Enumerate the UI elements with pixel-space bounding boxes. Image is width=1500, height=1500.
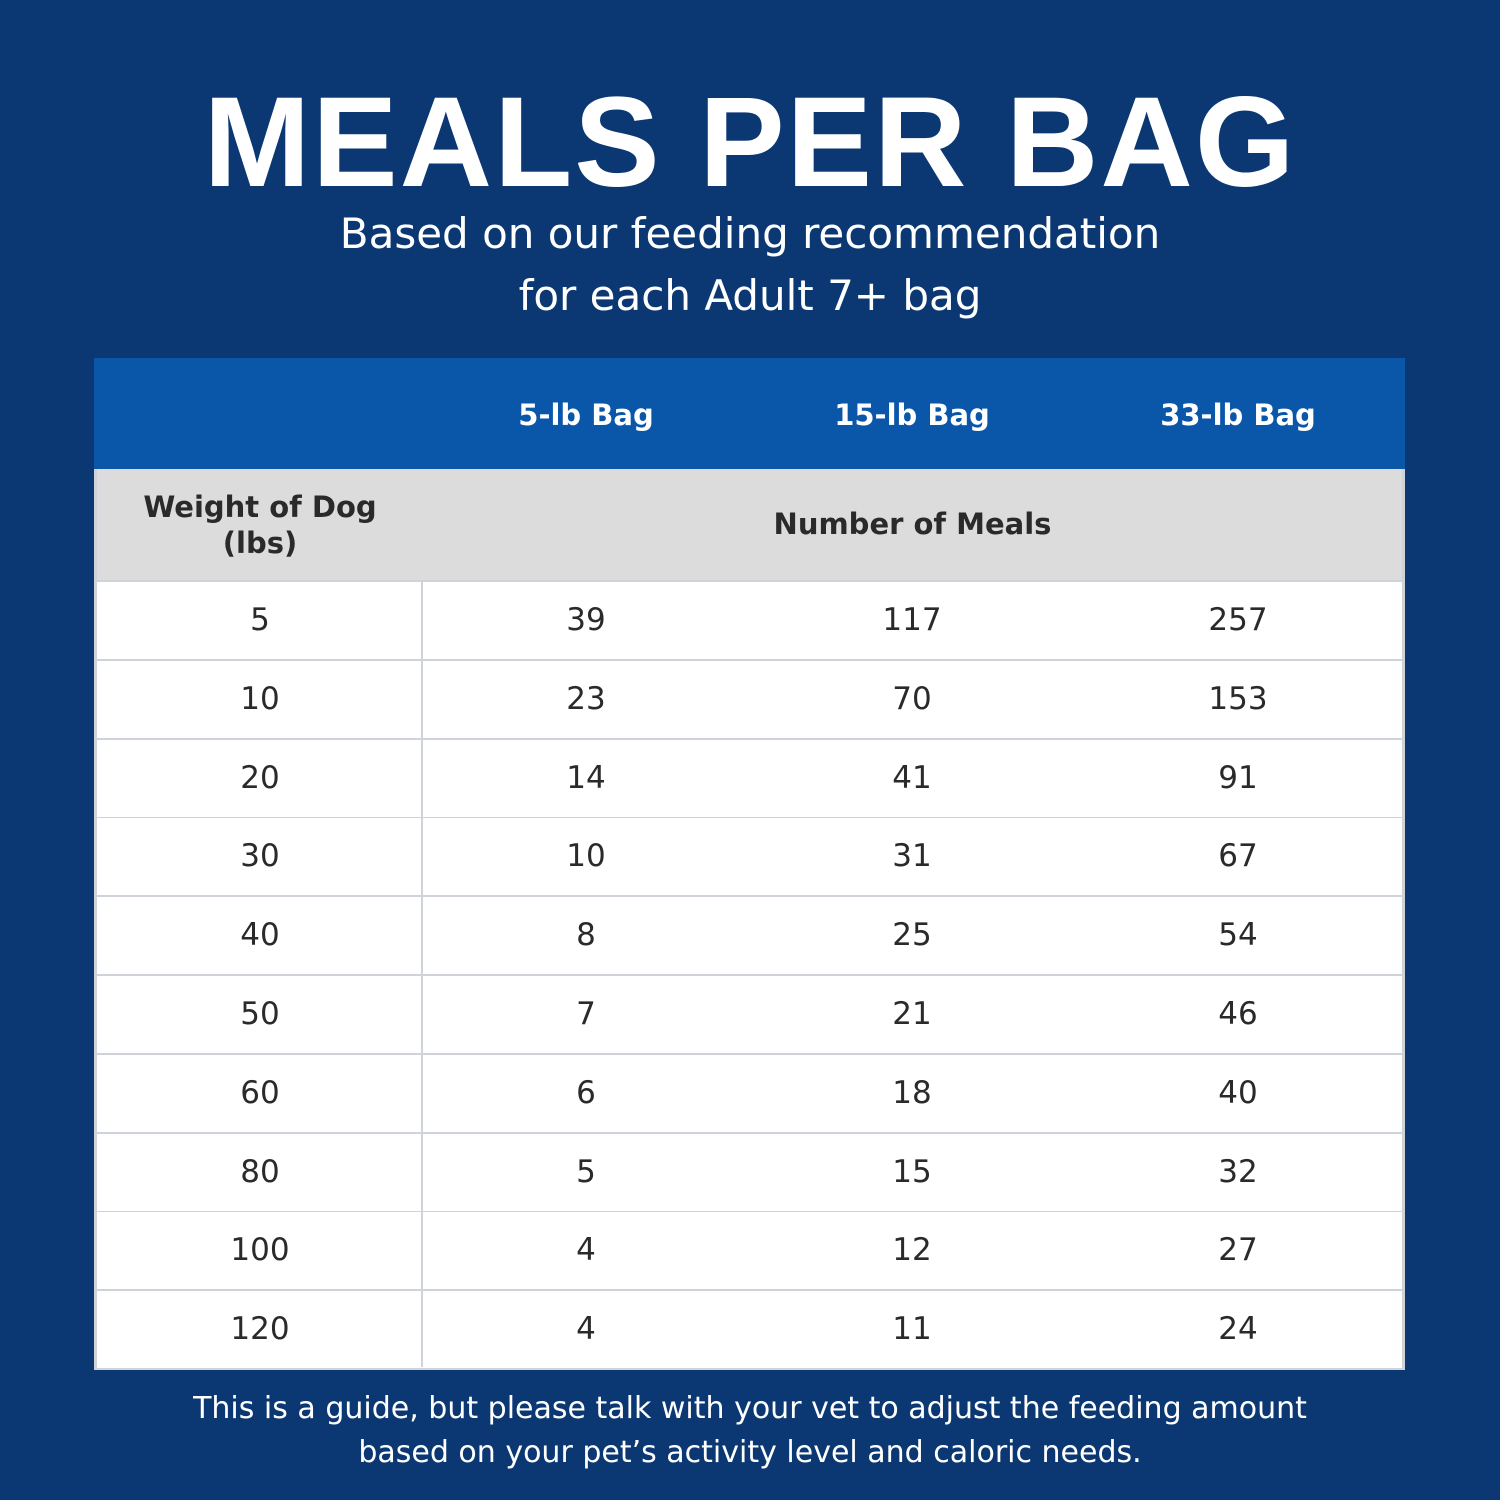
table-cell: 40 (240, 917, 280, 954)
footnote: This is a guide, but please talk with yo… (193, 1391, 1307, 1426)
title: MEALS PER BAG (203, 71, 1297, 214)
table-cell: 31 (892, 838, 932, 875)
table-cell: 46 (1218, 996, 1258, 1032)
table-cell: 4 (576, 1232, 596, 1269)
table-cell: 27 (1218, 1232, 1258, 1269)
footnote: based on your pet’s activity level and c… (358, 1435, 1142, 1470)
table-row: 50 7 21 46 (97, 976, 1402, 1053)
table-cell: 4 (576, 1311, 596, 1348)
table-cell: 120 (230, 1311, 290, 1348)
table-cell: 15 (892, 1153, 932, 1190)
table-cell: 41 (892, 759, 932, 796)
table-cell: 54 (1218, 917, 1258, 954)
table-cell: 21 (892, 996, 932, 1032)
table-cell: 80 (240, 1153, 280, 1190)
table-cell: 6 (576, 1074, 596, 1111)
table-cell: 32 (1218, 1153, 1258, 1190)
table-cell: 67 (1218, 838, 1258, 875)
table-cell: 100 (230, 1232, 290, 1269)
table-row: 60 6 18 40 (97, 1054, 1402, 1132)
table-cell: 23 (566, 680, 606, 717)
table-cell: 153 (1208, 680, 1268, 717)
table-cell: 11 (892, 1311, 932, 1348)
table-cell: 91 (1218, 759, 1258, 796)
column-header: 15-lb Bag (834, 398, 990, 432)
table-cell: 60 (240, 1074, 280, 1111)
subtitle: Based on our feeding recommendation (339, 209, 1161, 258)
table-row: 10 23 70 153 (97, 660, 1402, 738)
table-cell: 18 (892, 1074, 932, 1111)
header-band: 5-lb Bag 15-lb Bag 33-lb Bag (94, 358, 1405, 469)
row-header: Weight of Dog (lbs) (143, 490, 377, 560)
column-header: 5-lb Bag (518, 398, 654, 432)
table-cell: 117 (882, 602, 942, 638)
column-divider (421, 580, 423, 1367)
table-cell: 10 (240, 680, 280, 717)
table-cell: 7 (576, 996, 596, 1032)
group-header: Number of Meals (773, 507, 1052, 541)
table-cell: 25 (892, 917, 932, 954)
table-row: 40 8 25 54 (97, 897, 1402, 975)
table-cell: 257 (1208, 602, 1268, 638)
table-cell: 24 (1218, 1311, 1258, 1348)
table-row: 20 14 41 91 (97, 739, 1402, 817)
table-cell: 70 (892, 680, 932, 717)
table-row: 100 4 12 27 (97, 1212, 1402, 1290)
table-row: 30 10 31 67 (97, 818, 1402, 896)
table-cell: 5 (250, 602, 270, 638)
column-header: 33-lb Bag (1160, 398, 1316, 432)
table-cell: 30 (240, 838, 280, 875)
table-row: 5 39 117 257 (97, 582, 1402, 659)
table-cell: 14 (566, 759, 606, 796)
table-cell: 5 (576, 1153, 596, 1190)
subheader-band: Weight of Dog (lbs) Number of Meals (97, 469, 1402, 580)
table-cell: 20 (240, 759, 280, 796)
table-cell: 50 (240, 996, 280, 1032)
table: 5-lb Bag 15-lb Bag 33-lb Bag Weight of Dog… (94, 358, 1405, 1370)
table-cell: 12 (892, 1232, 932, 1269)
table-row: 120 4 11 24 (97, 1291, 1402, 1369)
table-cell: 39 (566, 602, 606, 638)
table-cell: 40 (1218, 1074, 1258, 1111)
subtitle: for each Adult 7+ bag (518, 271, 982, 320)
table-cell: 8 (576, 917, 596, 954)
table-row: 80 5 15 32 (97, 1133, 1402, 1211)
table-cell: 10 (566, 838, 606, 875)
